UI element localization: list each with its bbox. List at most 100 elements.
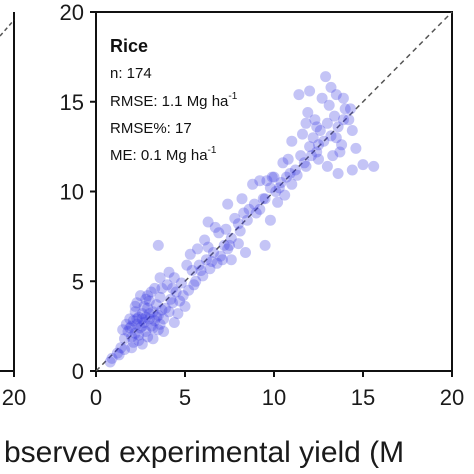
data-point-41 bbox=[127, 336, 139, 348]
data-point-92 bbox=[270, 186, 282, 197]
data-point-95 bbox=[286, 178, 298, 190]
data-point-13 bbox=[145, 320, 157, 332]
data-point-117 bbox=[325, 130, 337, 142]
data-point-159 bbox=[195, 265, 207, 276]
data-point-49 bbox=[174, 295, 186, 307]
data-point-70 bbox=[204, 263, 216, 275]
data-point-176 bbox=[345, 103, 356, 115]
x-axis-label: bserved experimental yield (M bbox=[4, 436, 404, 469]
data-point-91 bbox=[264, 182, 276, 194]
data-point-10 bbox=[140, 326, 152, 337]
data-point-100 bbox=[268, 171, 280, 183]
data-point-150 bbox=[177, 290, 189, 302]
data-point-57 bbox=[136, 338, 148, 350]
data-point-107 bbox=[279, 189, 291, 201]
data-point-102 bbox=[222, 198, 234, 210]
data-point-144 bbox=[282, 153, 294, 165]
data-point-86 bbox=[238, 207, 250, 219]
data-point-18 bbox=[154, 318, 166, 330]
data-point-12 bbox=[143, 313, 155, 325]
data-point-82 bbox=[213, 227, 225, 239]
data-point-7 bbox=[135, 322, 146, 334]
data-point-141 bbox=[346, 125, 358, 136]
data-point-75 bbox=[222, 243, 234, 255]
data-point-118 bbox=[329, 110, 340, 122]
data-point-90 bbox=[259, 193, 271, 205]
data-point-19 bbox=[156, 304, 168, 316]
data-point-56 bbox=[126, 342, 138, 354]
data-point-148 bbox=[202, 216, 214, 228]
data-point-99 bbox=[261, 175, 273, 187]
data-point-77 bbox=[181, 259, 193, 271]
data-point-9 bbox=[138, 317, 150, 328]
data-point-106 bbox=[272, 196, 284, 208]
annotation-me: ME: 0.1 Mg ha-1 bbox=[110, 145, 217, 164]
data-point-155 bbox=[129, 300, 141, 312]
data-point-20 bbox=[120, 318, 132, 330]
y-ticks: 0 5 10 15 20 bbox=[60, 0, 96, 384]
annotation-title: Rice bbox=[110, 36, 148, 56]
data-point-183 bbox=[136, 313, 148, 325]
data-point-1 bbox=[122, 326, 134, 337]
data-point-108 bbox=[289, 164, 301, 176]
data-point-145 bbox=[225, 254, 237, 266]
data-point-24 bbox=[133, 329, 145, 341]
data-point-51 bbox=[111, 347, 123, 359]
data-point-32 bbox=[145, 286, 157, 298]
data-point-126 bbox=[316, 92, 328, 104]
x-tick-label-20: 20 bbox=[440, 385, 464, 410]
data-point-80 bbox=[199, 234, 211, 246]
one-to-one-line bbox=[95, 11, 453, 372]
data-point-97 bbox=[247, 178, 259, 190]
data-point-28 bbox=[147, 322, 159, 334]
data-point-171 bbox=[298, 157, 310, 169]
data-point-16 bbox=[151, 299, 162, 311]
data-point-151 bbox=[188, 279, 200, 291]
data-point-37 bbox=[159, 302, 171, 314]
data-point-3 bbox=[127, 315, 139, 327]
data-point-30 bbox=[135, 290, 146, 302]
data-point-153 bbox=[154, 272, 166, 284]
left-panel-fragment: 20 bbox=[0, 12, 26, 410]
data-point-27 bbox=[143, 295, 155, 307]
main-panel: 0 5 10 15 20 0 5 10 15 20 Rice n: 174 RMSE: 1.1 … bbox=[4, 0, 464, 469]
data-point-163 bbox=[234, 225, 246, 237]
data-point-66 bbox=[190, 275, 202, 287]
data-point-156 bbox=[142, 290, 154, 302]
data-point-54 bbox=[119, 344, 130, 355]
data-point-39 bbox=[165, 293, 177, 305]
data-point-74 bbox=[218, 239, 230, 251]
data-point-134 bbox=[346, 164, 358, 176]
x-tick-label-15: 15 bbox=[351, 385, 375, 410]
data-point-76 bbox=[225, 232, 237, 244]
left-panel-one-to-one-line bbox=[0, 19, 15, 37]
data-point-65 bbox=[186, 265, 198, 276]
data-point-96 bbox=[236, 193, 248, 205]
data-point-123 bbox=[304, 85, 316, 97]
data-point-94 bbox=[281, 171, 292, 183]
data-point-34 bbox=[138, 300, 150, 312]
data-point-182 bbox=[124, 322, 136, 334]
data-point-142 bbox=[297, 128, 308, 140]
data-point-138 bbox=[327, 150, 339, 162]
data-point-50 bbox=[104, 356, 116, 368]
annotation-me-text: ME: 0.1 Mg ha bbox=[110, 147, 208, 164]
data-point-172 bbox=[305, 150, 317, 162]
data-point-109 bbox=[295, 150, 307, 162]
data-point-162 bbox=[224, 239, 235, 251]
data-point-45 bbox=[158, 313, 170, 325]
data-point-89 bbox=[254, 203, 266, 215]
data-point-115 bbox=[318, 135, 330, 147]
data-point-69 bbox=[200, 254, 212, 266]
data-point-169 bbox=[284, 168, 296, 179]
data-point-4 bbox=[129, 327, 141, 339]
y-tick-label-15: 15 bbox=[60, 90, 84, 115]
data-point-31 bbox=[140, 293, 152, 305]
data-point-2 bbox=[126, 320, 138, 332]
data-point-68 bbox=[197, 270, 209, 282]
stats-annotation: Rice n: 174 RMSE: 1.1 Mg ha-1 RMSE%: 17 … bbox=[110, 36, 238, 164]
data-point-178 bbox=[311, 121, 323, 133]
data-point-42 bbox=[133, 335, 145, 346]
data-point-132 bbox=[321, 160, 333, 172]
data-point-119 bbox=[332, 121, 344, 133]
